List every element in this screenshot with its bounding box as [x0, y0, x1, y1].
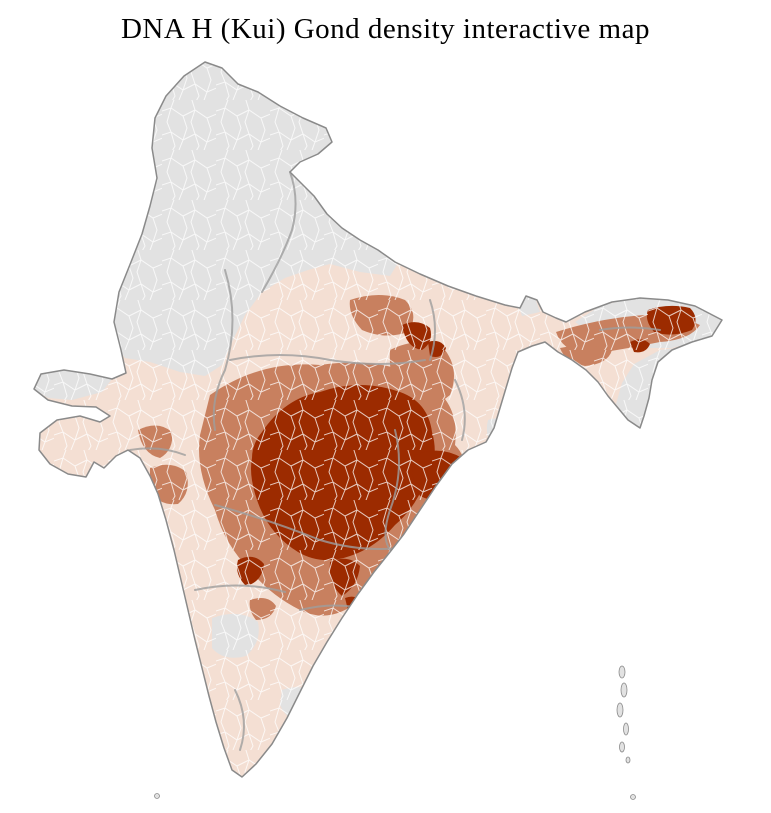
- region-nodata-dark-bengal[interactable]: [519, 444, 544, 470]
- district-boundaries: [34, 62, 722, 777]
- page-title: DNA H (Kui) Gond density interactive map: [120, 13, 650, 45]
- small-islands: [154, 793, 636, 800]
- andaman-islands[interactable]: [616, 665, 631, 764]
- india-density-map[interactable]: [0, 55, 771, 813]
